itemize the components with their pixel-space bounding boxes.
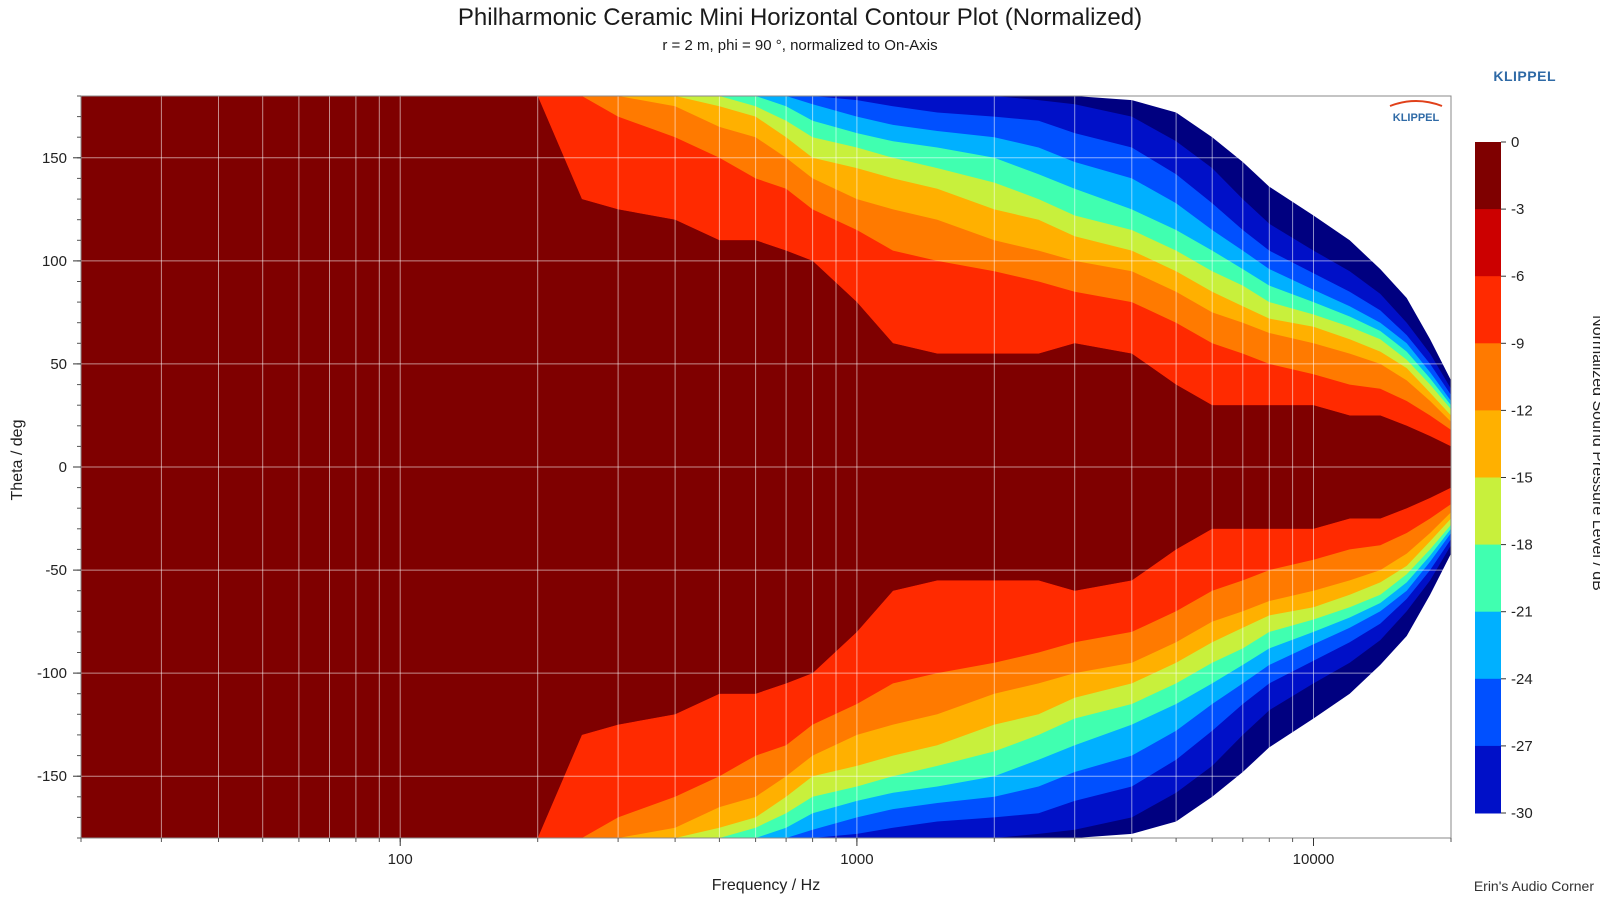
- colorbar-swatch: [1475, 611, 1501, 680]
- colorbar-swatch: [1475, 544, 1501, 613]
- colorbar-tick-label: -27: [1511, 738, 1533, 755]
- colorbar-swatch: [1475, 678, 1501, 747]
- svg-text:KLIPPEL: KLIPPEL: [1393, 112, 1440, 124]
- credit-label: Erin's Audio Corner: [1473, 878, 1594, 894]
- colorbar-tick-label: -3: [1511, 201, 1524, 218]
- y-tick-label: -50: [45, 562, 67, 579]
- chart-title: Philharmonic Ceramic Mini Horizontal Con…: [457, 4, 1143, 31]
- colorbar-tick-label: -15: [1511, 470, 1533, 487]
- colorbar-tick-label: -30: [1511, 805, 1533, 822]
- colorbar-tick-label: -9: [1511, 335, 1524, 352]
- x-tick-label: 10000: [1293, 851, 1335, 868]
- y-tick-label: 100: [42, 253, 67, 270]
- colorbar: 0 -3 -6 -9 -12 -15 -18 -21 -24 -27 -30: [1475, 134, 1533, 822]
- y-tick-label: 0: [59, 459, 67, 476]
- axes: 150 100 50 0 -50 -100 -150 100 1000 10000: [37, 95, 1452, 868]
- colorbar-swatch: [1475, 477, 1501, 546]
- colorbar-tick-label: -12: [1511, 402, 1533, 419]
- colorbar-swatch: [1475, 343, 1501, 411]
- colorbar-swatch: [1475, 745, 1501, 814]
- x-axis-label: Frequency / Hz: [711, 877, 821, 894]
- colorbar-tick-label: -21: [1511, 604, 1533, 621]
- y-tick-label: -100: [37, 665, 67, 682]
- y-tick-label: 150: [42, 150, 67, 167]
- klippel-logo: KLIPPEL: [1383, 100, 1449, 130]
- colorbar-tick-label: 0: [1511, 134, 1519, 151]
- colorbar-swatch: [1475, 276, 1501, 344]
- y-tick-label: 50: [50, 356, 67, 373]
- brand-label: KLIPPEL: [1493, 68, 1556, 84]
- colorbar-swatch: [1475, 410, 1501, 478]
- x-tick-label: 100: [388, 851, 413, 868]
- colorbar-tick-label: -18: [1511, 537, 1533, 554]
- colorbar-swatch: [1475, 209, 1501, 277]
- colorbar-swatch: [1475, 142, 1501, 210]
- colorbar-tick-label: -24: [1511, 671, 1533, 688]
- chart-subtitle: r = 2 m, phi = 90 °, normalized to On-Ax…: [662, 37, 938, 54]
- y-tick-label: -150: [37, 768, 67, 785]
- x-tick-label: 1000: [840, 851, 873, 868]
- grid-lines: [80, 96, 1452, 838]
- colorbar-tick-label: -6: [1511, 268, 1524, 285]
